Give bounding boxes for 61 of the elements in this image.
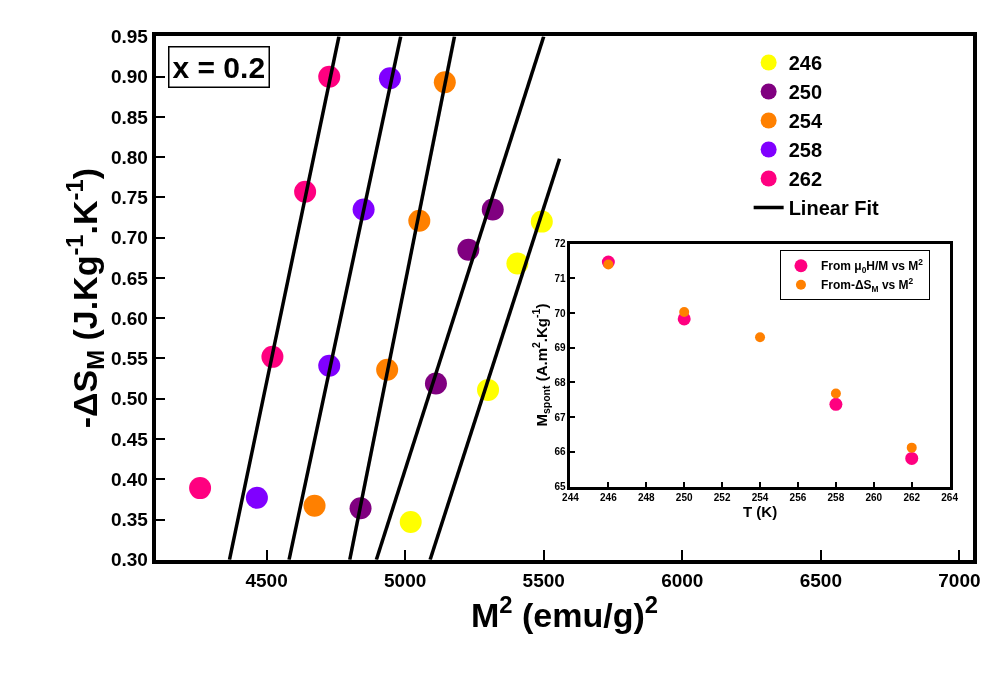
legend-label: From-ΔS$_{M}$ vs M$^{2}$ [820,276,914,294]
y-tick-label: 0.85 [110,106,149,128]
y-tick-label: 0.95 [110,26,149,48]
y-tick-label: 0.80 [110,146,148,168]
x-axis-title: T (K) [742,503,778,521]
y-tick-label: 0.60 [110,307,148,329]
point [906,442,917,453]
y-tick-label: 72 [554,238,567,250]
x-tick-label: 256 [789,492,807,504]
y-tick-label: 0.50 [110,388,148,410]
x-tick-label: 252 [713,492,731,504]
y-tick-label: 66 [554,446,567,458]
x-tick-label: 5500 [522,569,565,591]
point [189,477,212,500]
y-tick-label: 0.35 [110,509,149,531]
legend-label: 262 [788,168,823,191]
x-tick-label: 6500 [799,569,843,591]
y-tick-label: 0.65 [110,267,149,289]
x-tick-label: 5000 [384,569,427,591]
y-tick-label: 0.55 [110,348,149,370]
x-tick-label: 244 [562,492,580,504]
legend-label: 246 [788,52,823,75]
y-tick-label: 71 [554,272,567,284]
x-tick-label: 250 [675,492,693,504]
x-tick-label: 260 [865,492,883,504]
x-tick-label: 258 [827,492,845,504]
point [755,332,766,343]
x-tick-label: 262 [903,492,921,504]
y-tick-label: 0.45 [110,428,149,450]
legend-label: From μ$_{0}$H/M vs M$^{2}$ [820,257,924,275]
point [830,388,841,399]
y-tick-label: 0.90 [110,66,148,88]
y-tick-label: 67 [554,411,567,423]
point [245,486,268,509]
point [829,397,843,411]
legend-label: 254 [788,110,823,133]
legend-label: Linear Fit [788,197,879,220]
point [679,306,690,317]
x-tick-label: 254 [751,492,769,504]
x-tick-label: 6000 [661,569,704,591]
point [905,451,919,465]
annotation: x = 0.2 [172,50,266,84]
x-tick-label: 4500 [245,569,288,591]
point [303,494,326,517]
x-tick-label: 246 [600,492,618,504]
point [603,259,614,270]
x-tick-label: 248 [637,492,656,504]
legend-label: 258 [788,139,823,162]
y-tick-label: 70 [554,307,567,319]
y-tick-label: 68 [554,376,567,388]
y-tick-label: 65 [554,481,567,493]
x-axis-title: M$^{2}$ (emu/g)$^{2}$ [471,590,659,634]
y-tick-label: 0.40 [110,468,148,490]
x-tick-label: 264 [941,492,959,504]
y-tick-label: 0.30 [110,549,148,571]
y-tick-label: 0.70 [110,227,148,249]
y-tick-label: 69 [554,342,567,354]
x-tick-label: 7000 [938,569,981,591]
legend-label: 250 [788,81,823,104]
point [399,510,422,533]
y-tick-label: 0.75 [110,187,149,209]
